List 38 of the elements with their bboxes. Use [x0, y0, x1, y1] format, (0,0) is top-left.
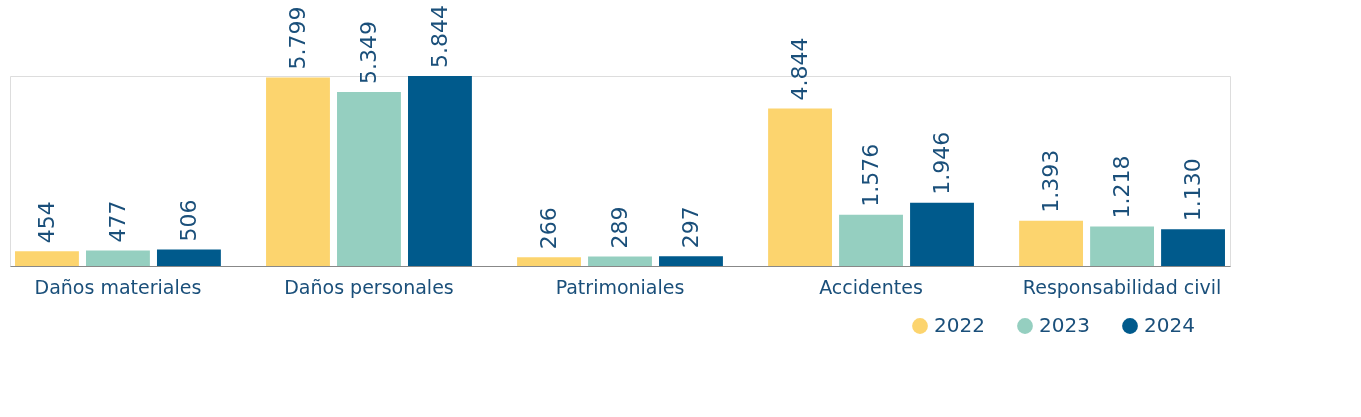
x-tick-label: Patrimoniales: [555, 275, 685, 298]
bar: [1090, 226, 1154, 266]
bar: [408, 76, 472, 266]
bar: [588, 256, 652, 266]
legend-label: 2022: [934, 313, 985, 337]
data-label: 4.844: [787, 37, 813, 101]
data-label: 1.393: [1038, 149, 1064, 213]
data-label: 477: [104, 200, 130, 243]
legend-label: 2024: [1144, 313, 1195, 337]
data-label: 266: [536, 207, 562, 250]
bar: [768, 108, 832, 266]
bar: [659, 256, 723, 266]
bar: [910, 202, 974, 266]
data-label: 1.218: [1109, 155, 1135, 219]
x-tick-label: Daños materiales: [34, 275, 202, 298]
data-label: 297: [677, 206, 703, 249]
bar: [337, 92, 401, 266]
legend-label: 2023: [1039, 313, 1090, 337]
x-tick-label: Responsabilidad civil: [1022, 275, 1222, 298]
bar: [15, 251, 79, 266]
data-label: 506: [175, 199, 201, 242]
bar: [1161, 229, 1225, 266]
data-label: 1.130: [1180, 158, 1206, 222]
data-label: 454: [33, 201, 59, 244]
bar: [517, 257, 581, 266]
x-tick-label: Accidentes: [819, 275, 923, 298]
bar: [86, 250, 150, 266]
data-label: 289: [607, 206, 632, 249]
x-tick-label: Daños personales: [284, 275, 454, 298]
data-label: 5.844: [426, 5, 452, 68]
data-label: 1.576: [858, 143, 884, 207]
data-label: 5.799: [284, 6, 310, 70]
bar: [266, 77, 330, 266]
bar: [1019, 220, 1084, 266]
bar: [839, 214, 903, 266]
bar: [156, 249, 221, 266]
data-label: 1.946: [929, 131, 955, 195]
data-label: 5.349: [355, 21, 381, 85]
